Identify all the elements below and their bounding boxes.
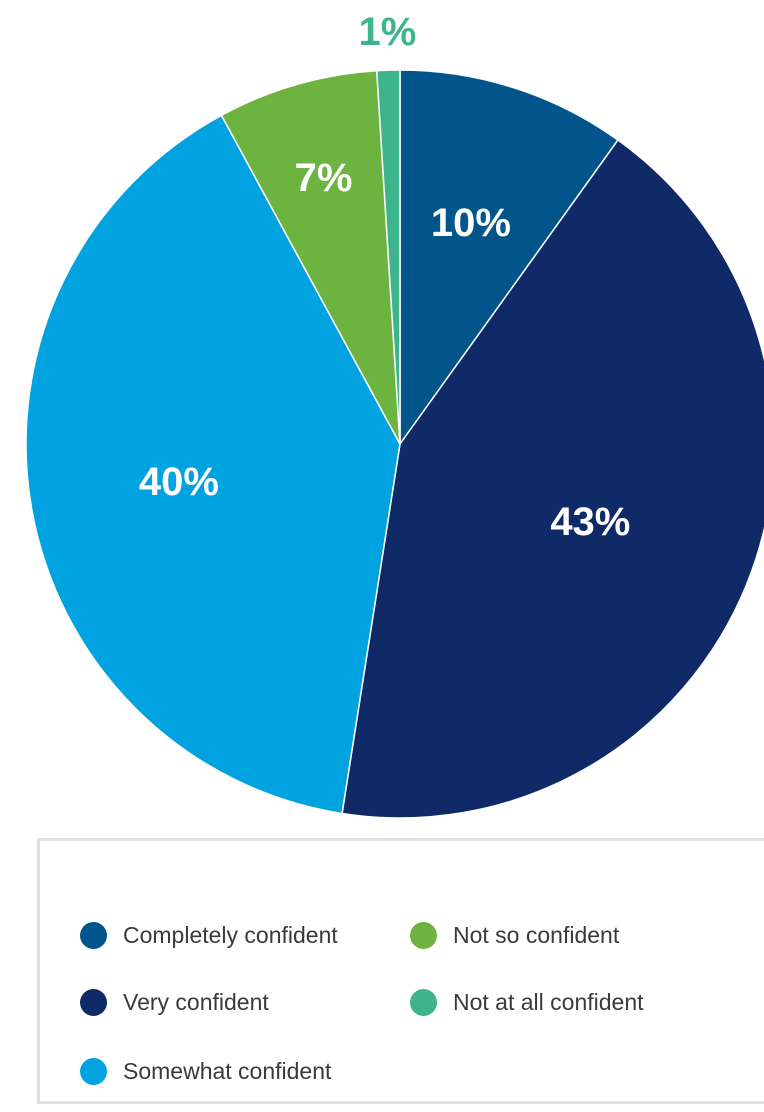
slice-label-very-confident: 43% (550, 500, 630, 544)
pie-slice-very-confident (341, 139, 764, 819)
slice-label-not-at-all-confident: 1% (359, 10, 417, 54)
slice-label-not-so-confident: 7% (295, 156, 353, 200)
legend-swatch-not-at-all-confident (410, 988, 437, 1016)
pie-slice-not-at-all-confident (375, 69, 401, 445)
legend-label: Somewhat confident (123, 1057, 332, 1084)
pie-slice-somewhat-confident (25, 114, 401, 815)
slice-label-somewhat-confident: 40% (139, 460, 219, 504)
pie-slice-not-so-confident (220, 69, 401, 445)
legend-item-completely-confident: Completely confident (80, 920, 338, 950)
pie-slice-completely-confident (399, 69, 619, 447)
legend-swatch-not-so-confident (410, 921, 437, 949)
legend-swatch-completely-confident (80, 921, 107, 949)
legend-label: Very confident (123, 988, 269, 1015)
legend-swatch-somewhat-confident (80, 1057, 107, 1085)
legend-item-not-so-confident: Not so confident (410, 920, 619, 950)
slice-label-completely-confident: 10% (431, 201, 511, 245)
legend-label: Not at all confident (453, 988, 644, 1015)
legend-item-somewhat-confident: Somewhat confident (80, 1056, 331, 1086)
legend: Completely confident Very confident Some… (37, 838, 764, 1104)
legend-label: Not so confident (453, 921, 620, 948)
legend-label: Completely confident (123, 921, 338, 948)
legend-item-very-confident: Very confident (80, 987, 269, 1017)
legend-swatch-very-confident (80, 988, 107, 1016)
legend-item-not-at-all-confident: Not at all confident (410, 987, 644, 1017)
pie-chart: 10% 43% 40% 7% 1% (25, 10, 764, 819)
